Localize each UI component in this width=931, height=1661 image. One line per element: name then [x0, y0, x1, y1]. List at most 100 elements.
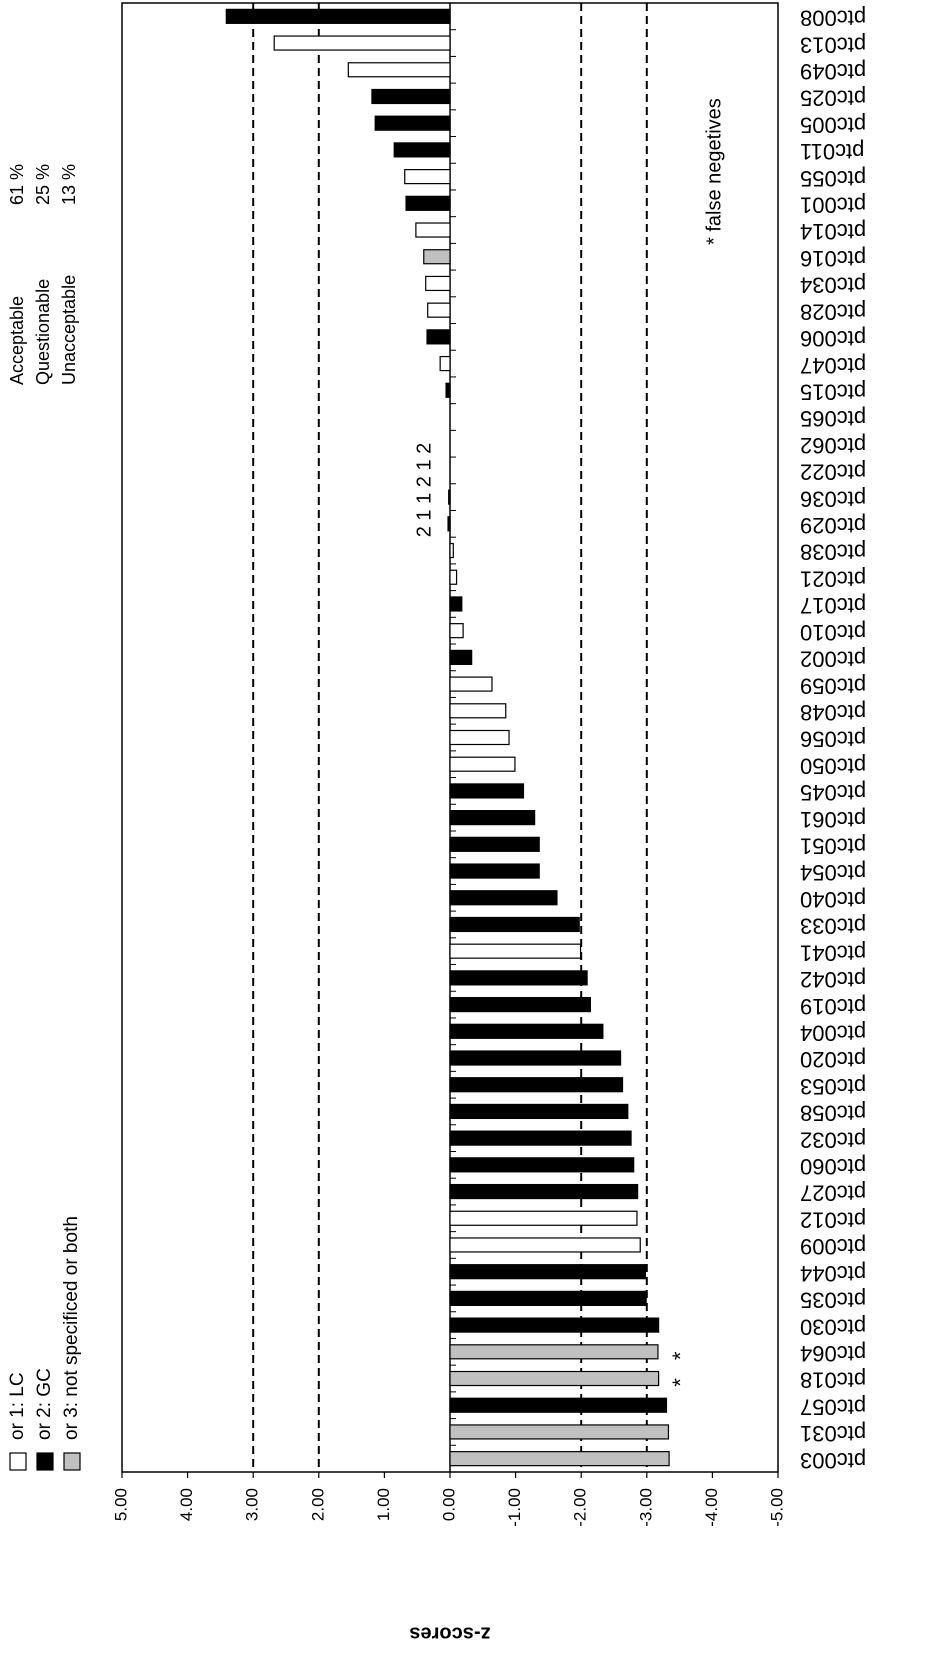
bar — [449, 1344, 659, 1360]
y-tick-label: -5.00 — [767, 1488, 786, 1527]
x-tick-label: ptc054 — [800, 860, 866, 885]
y-tick-label: 2.00 — [308, 1488, 327, 1521]
x-tick-label: ptc021 — [800, 566, 866, 591]
x-tick-label: ptc031 — [800, 1421, 866, 1446]
bar — [449, 970, 588, 986]
stat-value: 13 % — [59, 164, 79, 205]
bar — [371, 88, 451, 105]
legend-swatch — [63, 1452, 81, 1471]
bar — [347, 62, 451, 78]
x-tick-label: ptc016 — [800, 246, 866, 271]
x-tick-label: ptc058 — [800, 1101, 866, 1126]
bar — [449, 596, 463, 612]
bar — [449, 649, 473, 665]
bar — [449, 703, 507, 719]
legend-swatch — [9, 1452, 27, 1471]
x-tick-label: ptc044 — [800, 1261, 866, 1286]
x-tick-label: ptc009 — [800, 1234, 866, 1259]
x-tick-label: ptc004 — [800, 1020, 866, 1045]
x-tick-label: ptc038 — [800, 540, 866, 565]
bar — [449, 890, 558, 906]
x-tick-label: ptc048 — [800, 700, 866, 725]
bar — [449, 1023, 604, 1039]
bar — [449, 810, 536, 826]
x-tick-label: ptc012 — [800, 1207, 866, 1232]
bar — [225, 8, 451, 24]
x-tick-label: ptc061 — [800, 807, 866, 832]
x-tick-label: ptc022 — [800, 460, 866, 485]
bar — [449, 1103, 629, 1120]
bar — [427, 302, 451, 318]
x-tick-label: ptc002 — [800, 647, 866, 672]
stat-label: Unacceptable — [59, 275, 79, 385]
stat-value: 25 % — [33, 164, 53, 205]
bar — [449, 1264, 647, 1280]
bar — [449, 1424, 670, 1440]
y-tick-label: 3.00 — [243, 1488, 262, 1521]
legend-label: or 1: LC — [7, 1372, 28, 1440]
bar — [439, 355, 451, 372]
bar — [449, 623, 464, 639]
bar — [449, 729, 510, 746]
x-tick-label: ptc062 — [800, 433, 866, 458]
bar — [405, 195, 451, 211]
x-tick-label: ptc010 — [800, 620, 866, 645]
x-tick-label: ptc006 — [800, 326, 866, 351]
bar — [445, 382, 451, 398]
x-tick-label: ptc035 — [800, 1288, 866, 1313]
x-tick-label: ptc060 — [800, 1154, 866, 1179]
x-tick-label: ptc047 — [800, 353, 866, 378]
x-tick-label: ptc017 — [800, 593, 866, 618]
bar — [448, 489, 451, 505]
legend-label: or 3: not specificed or both — [61, 1216, 82, 1440]
axis-title: z-scores — [409, 1623, 490, 1645]
x-tick-label: ptc030 — [800, 1314, 866, 1339]
bar — [449, 569, 458, 585]
bar — [449, 1317, 660, 1333]
y-tick-label: -2.00 — [571, 1488, 590, 1527]
x-tick-label: ptc051 — [800, 834, 866, 859]
x-tick-label: ptc040 — [800, 887, 866, 912]
x-tick-label: ptc027 — [800, 1181, 866, 1206]
bar — [449, 756, 516, 772]
y-tick-label: 1.00 — [374, 1488, 393, 1521]
value-annotation: * — [668, 1351, 693, 1360]
x-tick-label: ptc001 — [800, 193, 866, 218]
x-tick-label: ptc045 — [800, 780, 866, 805]
y-tick-label: -3.00 — [636, 1488, 655, 1527]
x-tick-label: ptc049 — [800, 59, 866, 84]
x-tick-label: ptc025 — [800, 86, 866, 111]
y-tick-label: 5.00 — [111, 1488, 130, 1521]
bar — [423, 249, 451, 265]
bar — [449, 916, 580, 933]
bar — [449, 1077, 624, 1093]
x-tick-label: ptc018 — [800, 1368, 866, 1393]
group-annotation: 2 1 1 2 1 2 — [413, 443, 435, 538]
legend-swatch — [36, 1452, 54, 1471]
stat-value: 61 % — [7, 164, 27, 205]
bar — [449, 676, 493, 692]
x-tick-label: ptc064 — [800, 1341, 866, 1366]
bar — [426, 329, 451, 345]
y-tick-label: -4.00 — [702, 1488, 721, 1527]
x-tick-label: ptc050 — [800, 753, 866, 778]
bar — [449, 1451, 670, 1467]
bar — [449, 943, 582, 959]
bar — [449, 863, 540, 879]
bar — [449, 1157, 635, 1173]
stat-label: Acceptable — [7, 296, 27, 385]
bar — [425, 275, 451, 292]
x-tick-label: ptc053 — [800, 1074, 866, 1099]
x-tick-label: ptc014 — [800, 219, 866, 244]
bar — [449, 996, 591, 1013]
x-tick-label: ptc032 — [800, 1127, 866, 1152]
bar — [415, 222, 451, 238]
bar — [449, 1397, 668, 1413]
bar — [393, 142, 451, 158]
bar — [449, 1370, 660, 1387]
x-tick-label: ptc028 — [800, 299, 866, 324]
bar — [374, 115, 451, 131]
bar — [404, 169, 451, 185]
